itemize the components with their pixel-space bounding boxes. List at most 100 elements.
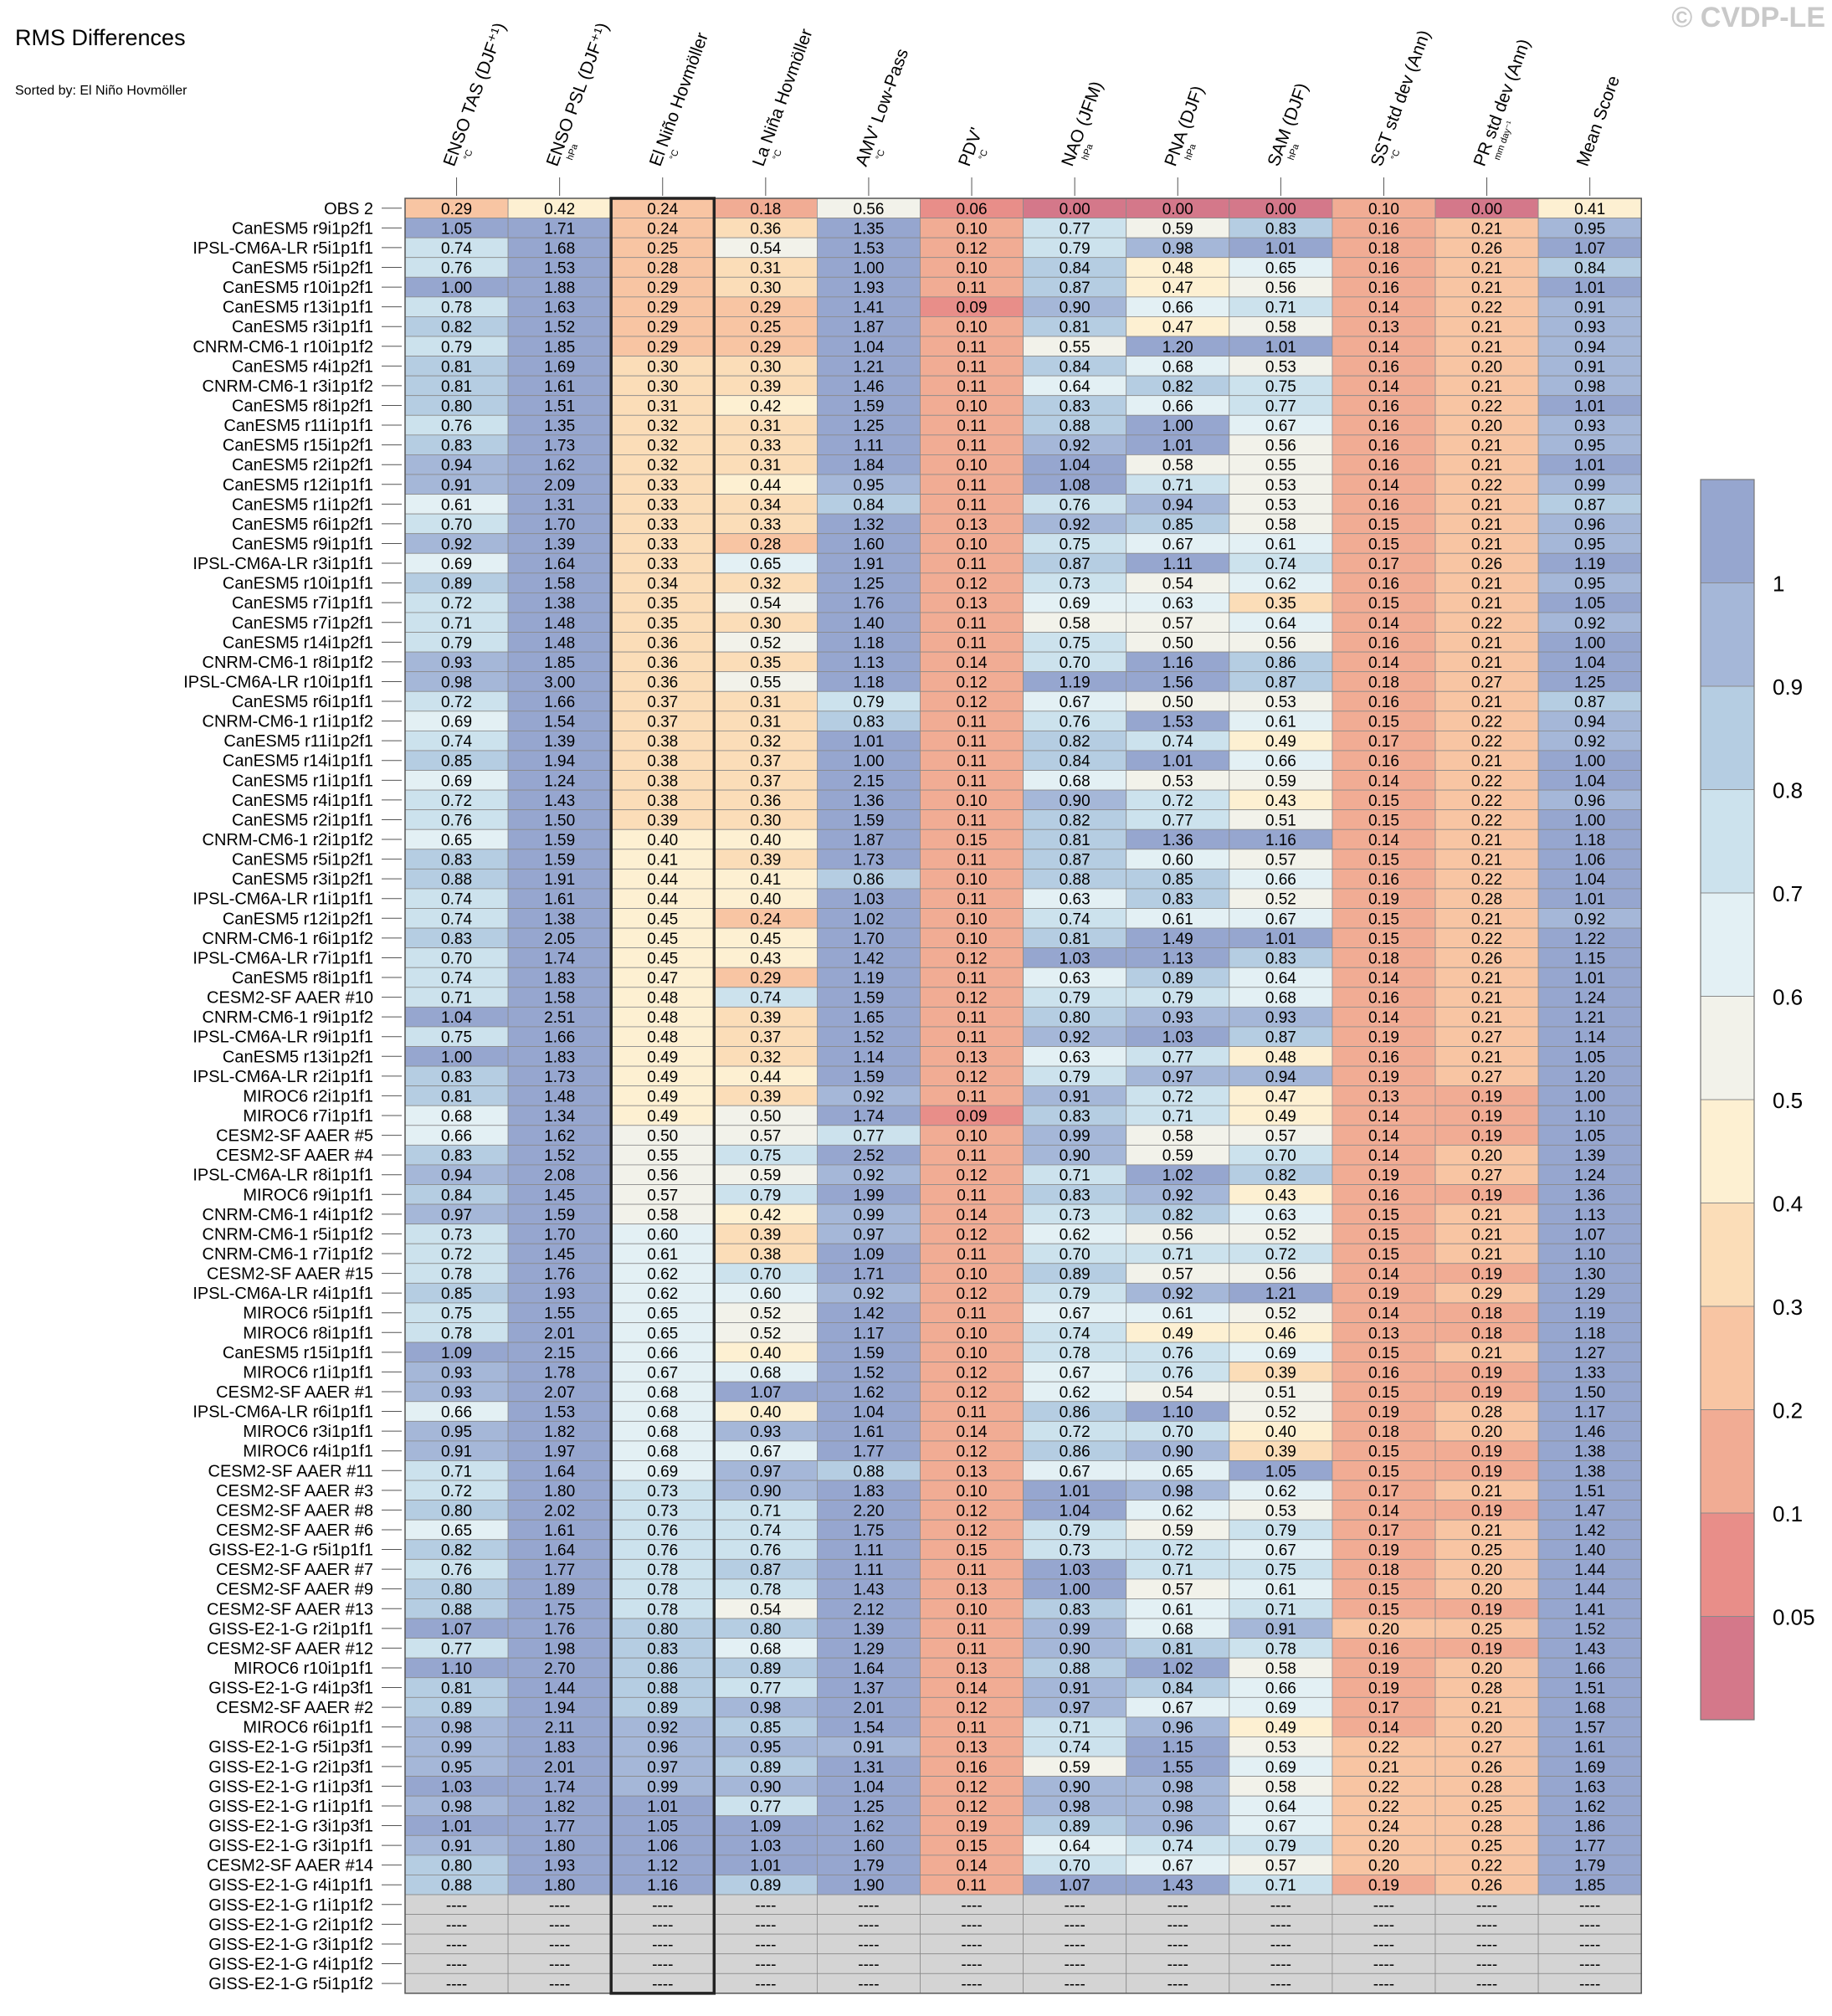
cell-value: 1.11 <box>854 1562 884 1579</box>
column-header: ENSO TAS (DJF⁺¹) <box>440 20 510 169</box>
cell-value: 0.53 <box>1265 477 1296 495</box>
cell-value: 0.31 <box>750 457 781 475</box>
cell-value: 1.14 <box>853 1049 884 1066</box>
cell-value: 0.14 <box>1368 832 1399 849</box>
cell-value: 0.32 <box>647 418 678 435</box>
cell-value: 1.85 <box>1574 1877 1605 1895</box>
cell-value: 0.20 <box>1471 358 1502 376</box>
cell-value: 1.59 <box>853 1069 884 1086</box>
cell-value: 0.83 <box>1060 1187 1090 1204</box>
cell-value: 1.09 <box>441 1345 472 1362</box>
cell-value: 1.00 <box>1162 418 1193 435</box>
cell-value: 0.53 <box>1265 496 1296 514</box>
cell-value: 0.76 <box>647 1522 678 1540</box>
cell-value: 0.30 <box>647 378 678 396</box>
cell-value: 1.80 <box>544 1483 575 1500</box>
cell-value: 0.95 <box>750 1739 781 1757</box>
cell-value: 1.59 <box>544 852 575 869</box>
cell-value: 1.04 <box>1574 772 1605 790</box>
cell-value: 0.83 <box>1060 398 1090 415</box>
cell-value: 0.21 <box>1471 438 1502 455</box>
cell-value: 0.18 <box>1368 1562 1399 1579</box>
cell-value: 0.24 <box>1368 1819 1399 1836</box>
column-unit: °C <box>771 148 784 162</box>
cell-value: 1.42 <box>1574 1522 1605 1540</box>
cell-value: 0.44 <box>750 477 781 495</box>
cell-value: 0.78 <box>1060 1345 1090 1362</box>
cell-value: 0.57 <box>1265 1858 1296 1875</box>
row-label: CNRM-CM6-1 r9i1p1f2 <box>203 1008 374 1027</box>
cell-value: 0.35 <box>647 615 678 633</box>
cell-value: ---- <box>1064 1936 1085 1954</box>
cell-value: 0.45 <box>647 950 678 967</box>
cell-value: 0.82 <box>1060 733 1090 751</box>
cell-value: ---- <box>1579 1897 1600 1915</box>
cell-value: 0.36 <box>647 654 678 672</box>
cell-value: 0.67 <box>1162 536 1193 553</box>
cell-value: ---- <box>1167 1897 1188 1915</box>
row-label: CanESM5 r15i1p1f1 <box>223 1344 373 1362</box>
cell-value: 0.93 <box>1574 418 1605 435</box>
cell-value: 0.95 <box>1574 576 1605 593</box>
cell-value: 0.48 <box>1162 259 1193 277</box>
cell-value: 0.12 <box>957 1502 988 1520</box>
cell-value: 0.09 <box>957 300 988 317</box>
cell-value: ---- <box>755 1957 776 1974</box>
cell-value: 0.91 <box>1574 358 1605 376</box>
row-label: IPSL-CM6A-LR r10i1p1f1 <box>183 673 373 691</box>
cell-value: 0.89 <box>750 1877 781 1895</box>
cell-value: 0.22 <box>1471 615 1502 633</box>
cell-value: 0.73 <box>441 1226 472 1244</box>
row-label: CanESM5 r9i1p1f1 <box>232 535 373 553</box>
cell-value: 0.66 <box>647 1345 678 1362</box>
cell-value: 0.56 <box>1265 280 1296 297</box>
cell-value: 0.94 <box>441 1167 472 1185</box>
row-label: CESM2-SF AAER #9 <box>216 1581 373 1599</box>
cell-value: 0.12 <box>957 1364 988 1382</box>
cell-value: 0.57 <box>1162 1582 1193 1599</box>
cell-value: 1.16 <box>647 1877 678 1895</box>
row-label: CNRM-CM6-1 r3i1p1f2 <box>203 377 374 396</box>
cell-value: 0.28 <box>647 259 678 277</box>
cell-value: 0.79 <box>853 694 884 711</box>
cell-value: 0.38 <box>647 753 678 771</box>
cell-value: 0.14 <box>957 1424 988 1441</box>
cell-value: 0.58 <box>1265 516 1296 534</box>
cell-value: 0.15 <box>1368 911 1399 928</box>
cell-value: 0.11 <box>957 1246 987 1264</box>
cell-value: 0.57 <box>647 1187 678 1204</box>
cell-value: 1.69 <box>1574 1759 1605 1777</box>
cell-value: 1.64 <box>853 1660 884 1678</box>
row-label: MIROC6 r9i1p1f1 <box>243 1186 373 1204</box>
cell-value: 0.10 <box>957 1483 988 1500</box>
cell-value: 0.11 <box>957 418 987 435</box>
cell-value: 1.53 <box>1162 714 1193 731</box>
cell-value: 0.21 <box>1471 319 1502 336</box>
cell-value: 0.64 <box>1060 378 1090 396</box>
cell-value: 0.30 <box>750 812 781 829</box>
cell-value: 0.49 <box>1162 1325 1193 1342</box>
colorbar-segment <box>1700 582 1755 687</box>
row-label: CanESM5 r12i1p1f1 <box>223 476 373 495</box>
row-label: IPSL-CM6A-LR r1i1p1f1 <box>192 890 373 909</box>
cell-value: 0.66 <box>441 1404 472 1422</box>
cell-value: 1.00 <box>1574 812 1605 829</box>
cell-value: 0.10 <box>957 398 988 415</box>
cell-value: 0.39 <box>750 1226 781 1244</box>
cell-value: 0.81 <box>441 358 472 376</box>
cell-value: 0.67 <box>1060 1364 1090 1382</box>
cell-value: 0.11 <box>957 1306 987 1323</box>
cell-value: 0.10 <box>957 1128 988 1146</box>
cell-value: 1.83 <box>853 1483 884 1500</box>
cell-value: ---- <box>1270 1897 1291 1915</box>
cell-value: 0.21 <box>1471 753 1502 771</box>
cell-value: 0.58 <box>1060 615 1090 633</box>
cell-value: 0.94 <box>441 457 472 475</box>
cell-value: 1.51 <box>544 398 575 415</box>
cell-value: 0.15 <box>957 1838 988 1855</box>
cell-value: 0.59 <box>750 1167 781 1185</box>
cell-value: 0.56 <box>853 201 884 218</box>
cell-value: 0.65 <box>441 1522 472 1540</box>
cell-value: 0.93 <box>441 654 472 672</box>
